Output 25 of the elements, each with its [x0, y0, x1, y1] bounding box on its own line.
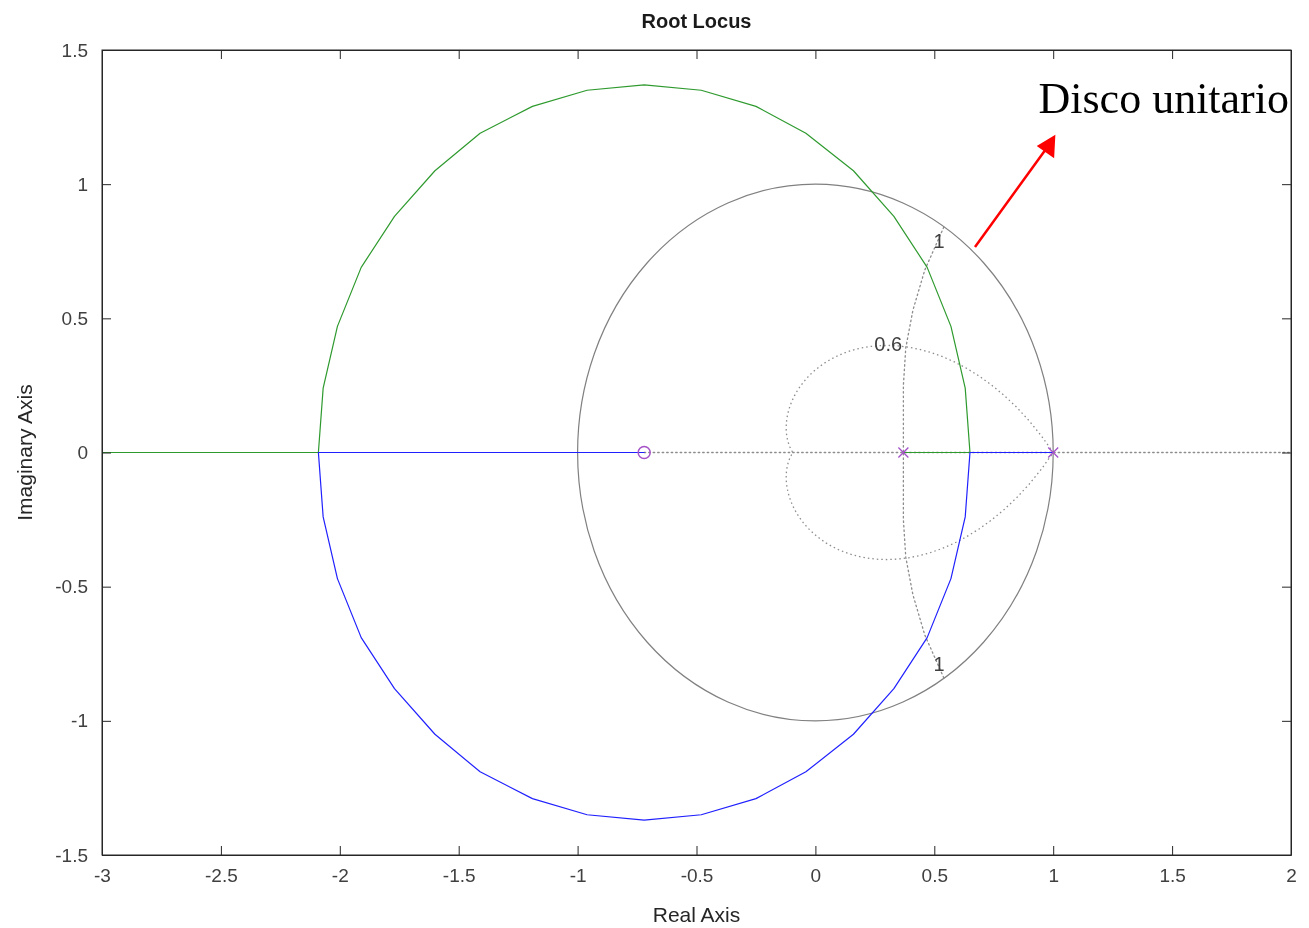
annotation: 1 — [933, 653, 945, 676]
y-tick-label: 1 — [77, 173, 88, 195]
y-tick-label: 0 — [77, 442, 88, 464]
x-tick-label: 1 — [1048, 865, 1059, 887]
y-tick-label: -0.5 — [55, 576, 88, 598]
x-tick-label: 0.5 — [921, 865, 949, 887]
x-tick-label: -1 — [569, 865, 587, 887]
x-tick-label: -1.5 — [442, 865, 476, 887]
y-tick-label: 0.5 — [61, 307, 88, 329]
y-tick-label: -1 — [71, 710, 88, 732]
y-axis-title: Imaginary Axis — [13, 384, 36, 521]
annotation: 1 — [933, 229, 945, 252]
y-tick-label: -1.5 — [55, 844, 88, 866]
x-tick-label: 2 — [1286, 865, 1297, 887]
x-tick-label: 0 — [810, 865, 822, 887]
x-tick-label: -2.5 — [205, 865, 238, 887]
x-axis-title: Real Axis — [652, 903, 741, 926]
y-tick-label: 1.5 — [61, 39, 88, 61]
annotation: 0.6 — [874, 333, 903, 356]
x-tick-label: -3 — [94, 865, 111, 887]
x-tick-label: -0.5 — [680, 865, 714, 887]
x-tick-label: -2 — [331, 865, 349, 887]
chart-title: Root Locus — [641, 10, 752, 32]
x-tick-label: 1.5 — [1159, 865, 1186, 887]
annotation: Disco unitario — [1038, 74, 1289, 123]
